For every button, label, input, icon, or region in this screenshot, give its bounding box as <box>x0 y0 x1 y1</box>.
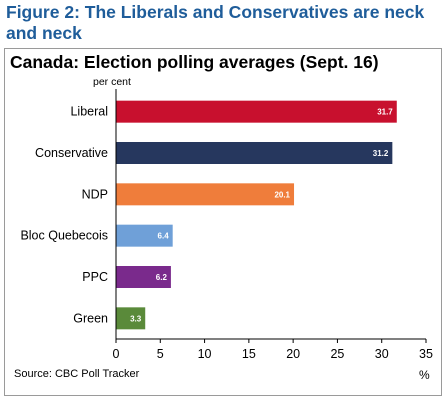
bar-ppc <box>116 266 171 288</box>
bar-green <box>116 307 146 330</box>
data-label: 3.3 <box>130 314 142 323</box>
x-tick-label: 10 <box>198 347 212 361</box>
chart-frame <box>4 48 442 396</box>
category-label: Conservative <box>35 146 108 160</box>
x-tick-label: 15 <box>242 347 256 361</box>
source-note: Source: CBC Poll Tracker <box>14 368 140 380</box>
figure-title: Figure 2: The Liberals and Conservatives… <box>6 2 425 43</box>
x-axis-unit: % <box>419 368 430 382</box>
bar-liberal <box>116 100 397 123</box>
x-tick-label: 25 <box>330 347 344 361</box>
bar-ndp <box>116 183 295 206</box>
data-label: 31.2 <box>373 149 389 158</box>
x-tick-label: 5 <box>157 347 164 361</box>
data-label: 6.4 <box>158 232 170 241</box>
category-label: Green <box>73 311 108 325</box>
chart-title: Canada: Election polling averages (Sept.… <box>10 52 379 72</box>
value-unit-label: per cent <box>93 76 131 88</box>
category-label: Bloc Quebecois <box>20 229 108 243</box>
data-label: 20.1 <box>274 190 290 199</box>
bar-bloc-quebecois <box>116 224 173 247</box>
bar-conservative <box>116 142 393 164</box>
x-tick-label: 20 <box>286 347 300 361</box>
data-label: 31.7 <box>377 108 393 117</box>
category-label: NDP <box>82 187 108 201</box>
data-label: 6.2 <box>156 273 168 282</box>
category-label: Liberal <box>70 105 108 119</box>
x-tick-label: 30 <box>375 347 389 361</box>
x-tick-label: 0 <box>113 347 120 361</box>
category-label: PPC <box>82 270 108 284</box>
x-tick-label: 35 <box>419 347 433 361</box>
